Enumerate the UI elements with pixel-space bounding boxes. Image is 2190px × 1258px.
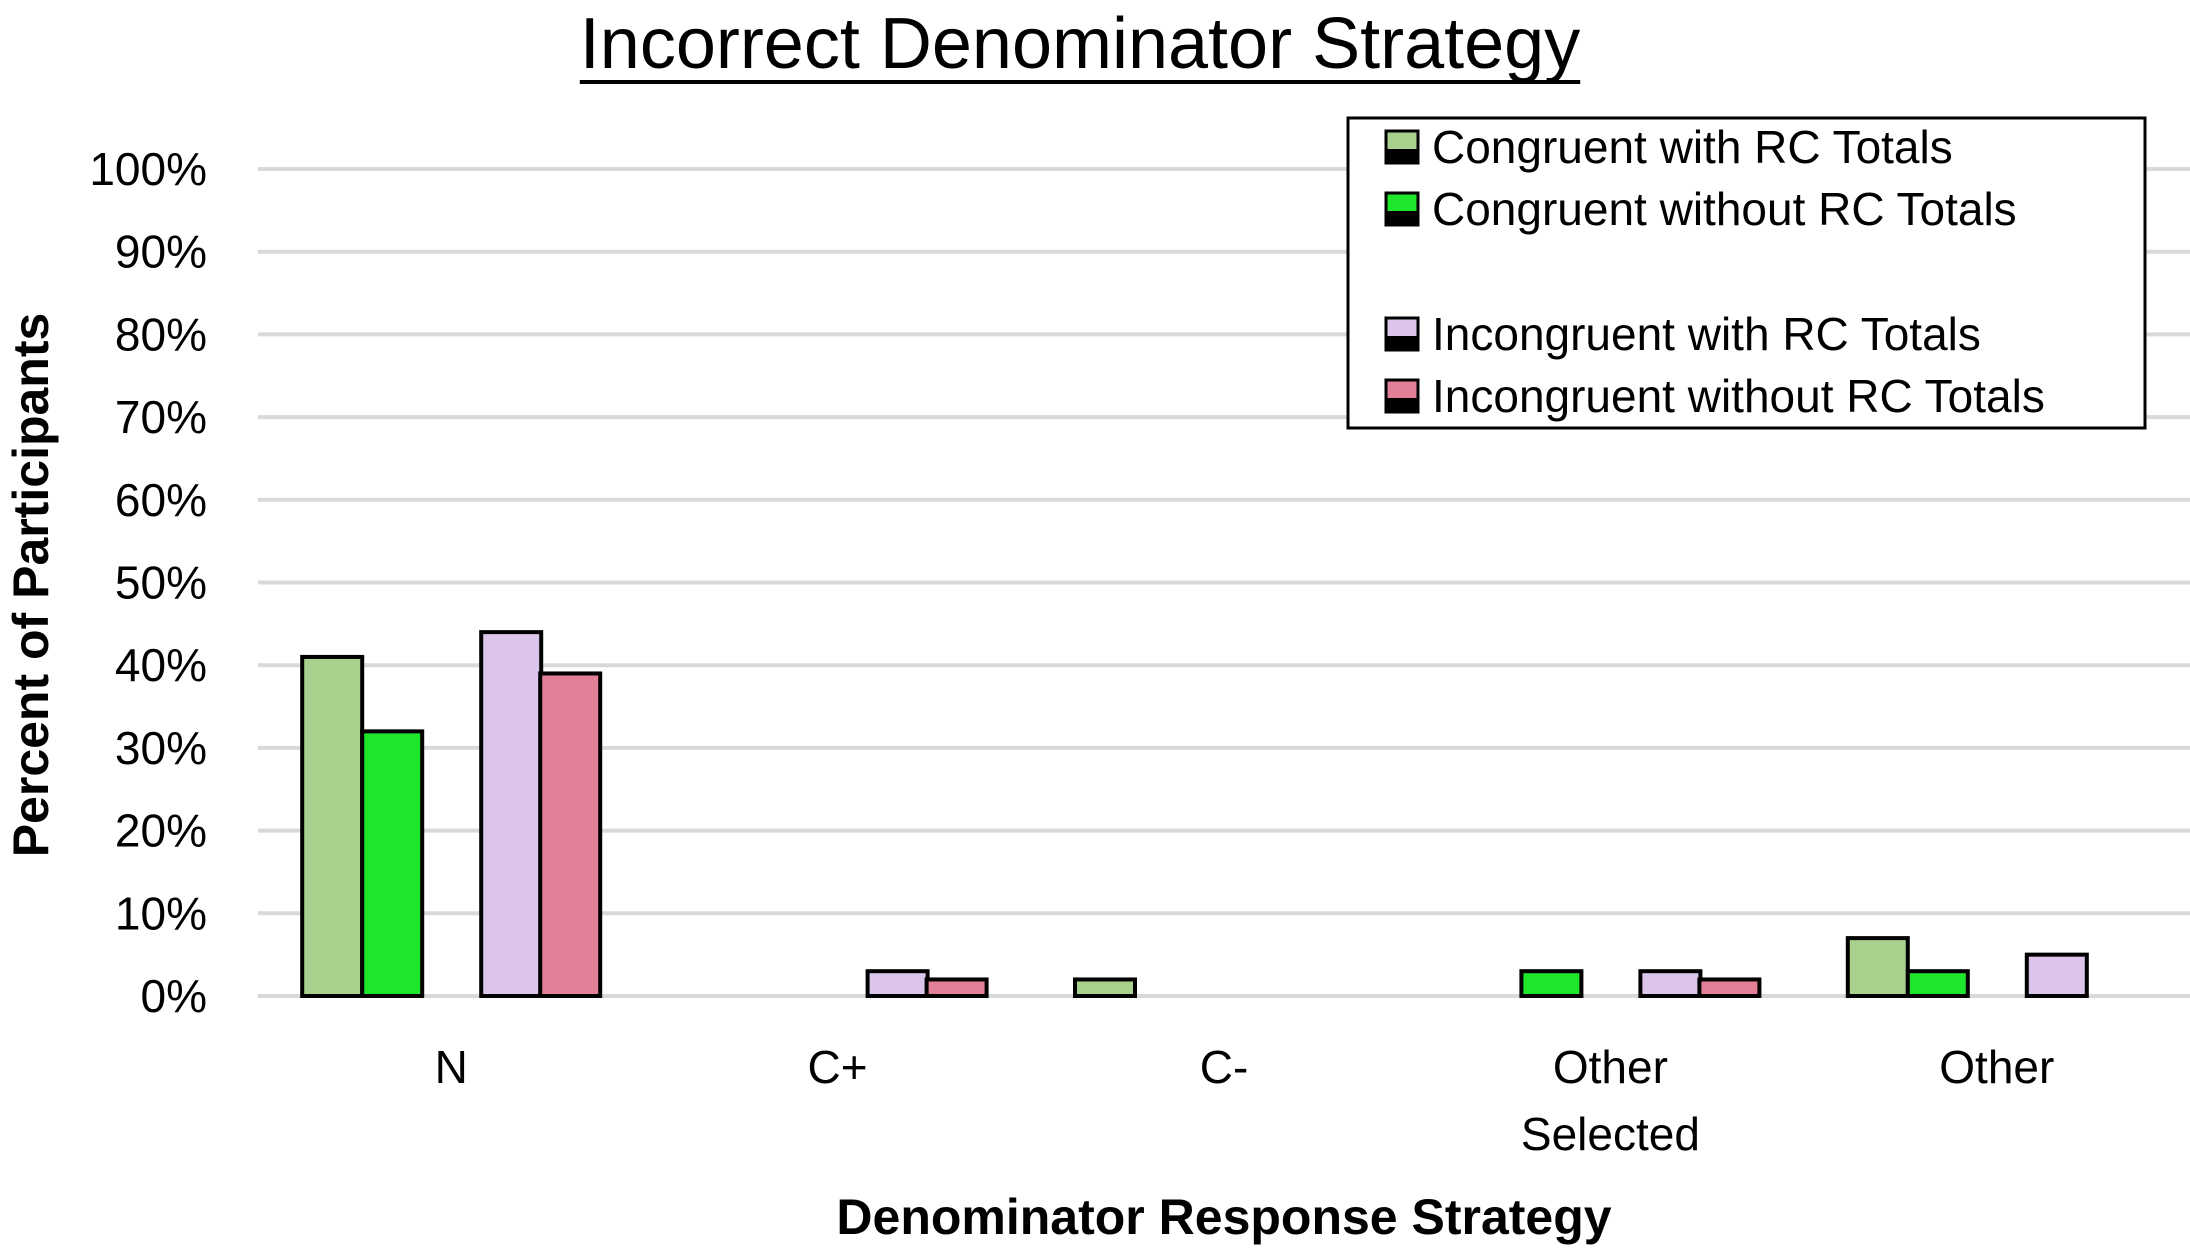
- legend-swatch-shadow: [1386, 149, 1418, 163]
- y-tick-label: 30%: [115, 722, 207, 774]
- bar: [1697, 977, 1762, 999]
- y-tick-label: 70%: [115, 391, 207, 443]
- y-tick-label: 60%: [115, 474, 207, 526]
- y-tick-label: 10%: [115, 887, 207, 939]
- bar: [1073, 977, 1137, 999]
- x-axis-ticks: N C+ C- Other Selected Other: [435, 1041, 2055, 1160]
- legend-swatch-shadow: [1386, 211, 1418, 225]
- x-tick-label: Other: [1939, 1041, 2054, 1093]
- bar: [1638, 969, 1703, 999]
- chart-title-group: Incorrect Denominator Strategy: [579, 4, 1581, 84]
- x-tick-label: Selected: [1521, 1108, 1700, 1160]
- bar: [865, 969, 930, 999]
- y-axis-title: Percent of Participants: [3, 313, 59, 858]
- y-tick-label: 100%: [89, 143, 207, 195]
- y-tick-label: 80%: [115, 308, 207, 360]
- bar: [1905, 969, 1970, 999]
- x-axis-title: Denominator Response Strategy: [836, 1189, 1611, 1245]
- x-tick-label: C-: [1200, 1041, 1249, 1093]
- bar: [1845, 936, 1910, 998]
- bar: [1519, 969, 1584, 999]
- legend-swatch-shadow: [1386, 336, 1418, 350]
- bar: [2024, 952, 2089, 999]
- x-tick-label: C+: [808, 1041, 868, 1093]
- legend-swatch-shadow: [1386, 398, 1418, 412]
- y-tick-label: 0%: [141, 970, 207, 1022]
- x-tick-label: N: [435, 1041, 468, 1093]
- bar: [538, 671, 603, 998]
- chart-title: Incorrect Denominator Strategy: [580, 4, 1580, 84]
- y-tick-label: 50%: [115, 557, 207, 609]
- bar: [924, 977, 989, 999]
- legend-label: Incongruent with RC Totals: [1432, 308, 1981, 360]
- x-tick-label: Other: [1553, 1041, 1668, 1093]
- y-tick-label: 90%: [115, 226, 207, 278]
- bars: [300, 630, 2089, 999]
- legend-label: Congruent with RC Totals: [1432, 121, 1953, 173]
- legend-label: Incongruent without RC Totals: [1432, 370, 2045, 422]
- bar: [300, 654, 365, 998]
- y-axis-ticks: 0% 10% 20% 30% 40% 50% 60% 70% 80% 90% 100%: [89, 143, 207, 1022]
- y-tick-label: 40%: [115, 639, 207, 691]
- legend-box: [1346, 116, 2147, 430]
- legend-label: Congruent without RC Totals: [1432, 183, 2017, 235]
- legend: Congruent with RC Totals Congruent withou…: [1346, 116, 2147, 430]
- y-tick-label: 20%: [115, 805, 207, 857]
- bar: [479, 630, 544, 998]
- bar: [360, 729, 425, 998]
